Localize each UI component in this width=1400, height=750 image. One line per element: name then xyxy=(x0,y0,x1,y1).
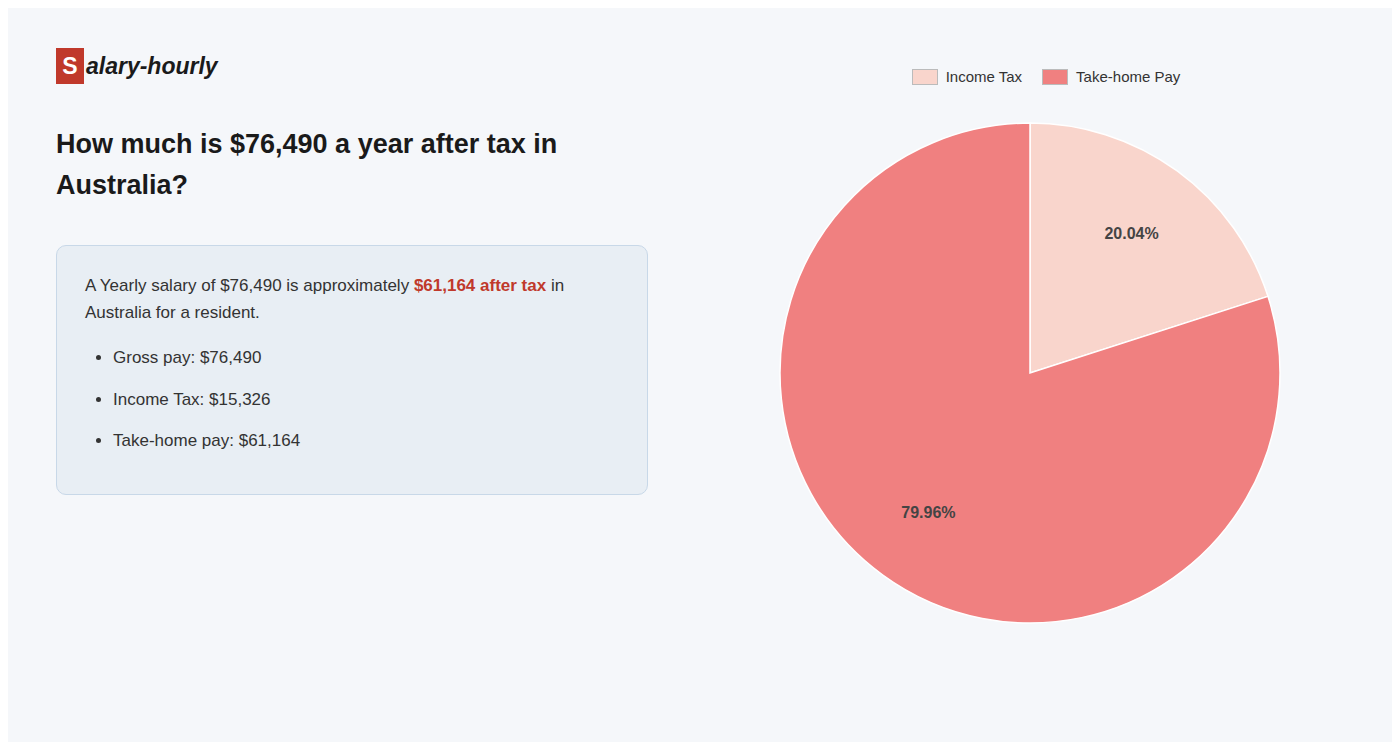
html-text:Gross pay: $76,490: Gross pay: $76,490 xyxy=(113,348,262,368)
html-text:Income Tax: $15,326: Income Tax: $15,326 xyxy=(113,389,271,409)
html-text:How much is $76,490 a year aft: How much is $76,490 a year after tax in … xyxy=(56,129,558,200)
html-text:Income Tax: Income Tax xyxy=(945,68,1023,85)
svg-text:20.04%: 20.04% xyxy=(1104,225,1158,242)
html-text:A Yearly salary of $76,490 is: A Yearly salary of $76,490 is approximat… xyxy=(85,276,565,295)
html-text:Take-home pay: $61,164: Take-home pay: $61,164 xyxy=(113,430,301,450)
svg-text:79.96%: 79.96% xyxy=(901,504,955,521)
html-text:Australia for a resident.: Australia for a resident. xyxy=(85,303,260,323)
html-text:S alary-hourly: S alary-hourly xyxy=(62,52,218,79)
html-text:Take-home Pay: Take-home Pay xyxy=(1076,68,1181,85)
